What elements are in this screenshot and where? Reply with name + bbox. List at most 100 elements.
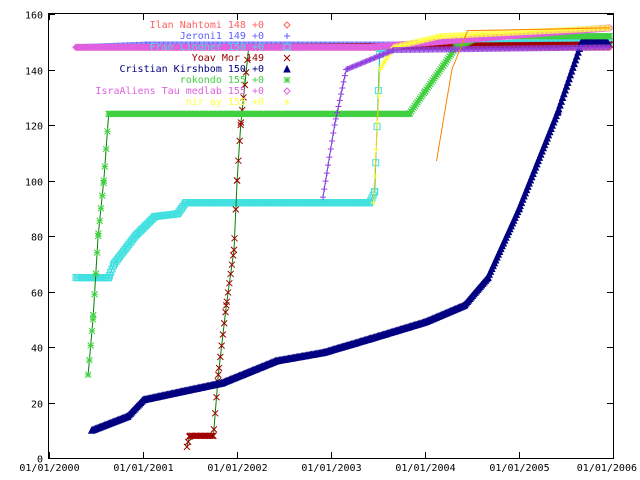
data-point-marker: [374, 119, 381, 126]
data-point-marker: [88, 327, 96, 335]
data-point-marker: [344, 65, 351, 72]
data-point: [89, 315, 97, 323]
series-line: [436, 27, 610, 162]
data-point-marker: [209, 432, 216, 440]
data-point-marker: [376, 52, 383, 59]
data-point-marker: [226, 279, 233, 287]
data-point-marker: [569, 63, 577, 71]
data-point-marker: [384, 49, 391, 56]
data-point-marker: [562, 82, 571, 90]
data-point-marker: [224, 289, 232, 296]
data-point-marker: [343, 66, 350, 73]
data-point-marker: [371, 54, 378, 61]
legend-marker: [283, 87, 291, 95]
data-point-marker: [231, 234, 238, 242]
data-point-marker: [356, 61, 363, 68]
data-point-marker: [362, 58, 369, 65]
data-point-marker: [338, 91, 345, 98]
data-point-marker: [565, 74, 573, 83]
data-point-marker: [92, 270, 100, 277]
data-point-marker: [554, 104, 563, 113]
y-tick-label: 100: [25, 178, 43, 189]
legend-label: rokondo 155 +0: [180, 75, 264, 86]
x-tick-label: 01/01/2000: [19, 463, 79, 474]
series-8: [320, 44, 613, 201]
data-point-marker: [374, 53, 381, 60]
data-point-marker: [379, 51, 386, 58]
legend-entry: Yoav Mor 149: [192, 53, 291, 64]
data-point: [230, 246, 238, 254]
data-point-marker: [100, 179, 107, 187]
data-point-marker: [570, 59, 578, 68]
data-point-marker: [363, 58, 370, 65]
data-point-marker: [557, 97, 566, 105]
data-point-marker: [217, 353, 224, 361]
data-point-marker: [102, 145, 110, 153]
data-point-marker: [235, 157, 242, 165]
x-tick-label: 01/01/2003: [301, 463, 361, 474]
data-point-marker: [331, 122, 338, 128]
y-tick-label: 120: [25, 122, 43, 133]
data-point-marker: [361, 59, 368, 66]
data-point-marker: [386, 48, 393, 55]
data-point-marker: [86, 356, 93, 364]
data-point-marker: [572, 51, 581, 60]
series-layer: [72, 24, 614, 451]
y-tick-label: 20: [31, 400, 43, 411]
data-point-marker: [353, 62, 360, 69]
data-point-marker: [383, 50, 390, 57]
data-point: [183, 443, 191, 451]
data-point-marker: [101, 163, 109, 170]
data-point-marker: [335, 103, 342, 110]
series-4: [87, 37, 612, 434]
data-point-marker: [211, 409, 219, 417]
data-point-marker: [560, 89, 568, 98]
legend-label: Cristian Kirshbom 150 +0: [120, 64, 265, 75]
data-point-marker: [244, 56, 251, 64]
data-point-marker: [184, 438, 192, 446]
data-point-marker: [326, 154, 333, 161]
x-tick-label: 01/01/2004: [395, 463, 455, 474]
data-point-marker: [237, 119, 245, 126]
x-tick-label: 01/01/2002: [207, 463, 267, 474]
data-point-marker: [556, 100, 564, 109]
data-point-marker: [215, 364, 223, 372]
legend-label: Yoav Mor 149: [192, 53, 264, 64]
data-point-marker: [380, 51, 387, 58]
data-point-marker: [381, 50, 388, 57]
data-point-marker: [365, 57, 372, 64]
legend-marker: [283, 54, 291, 62]
data-point-marker: [367, 56, 374, 63]
y-tick-label: 140: [25, 67, 43, 78]
data-point-marker: [334, 109, 341, 116]
data-point-marker: [228, 261, 236, 269]
legend-label: Ilan Nahtomi 148 +0: [150, 20, 264, 31]
data-point-marker: [223, 298, 231, 306]
data-point-marker: [372, 54, 379, 61]
legend-entry: nir ay 155 +0: [186, 97, 290, 108]
data-point: [370, 199, 377, 206]
data-point-marker: [336, 97, 343, 104]
legend-label: Jeroni1 149 +0: [180, 31, 264, 42]
legend-entry: rokondo 155 +0: [180, 75, 291, 86]
data-point-marker: [347, 64, 354, 71]
data-point-marker: [571, 55, 580, 64]
legend-entry: Cristian Kirshbom 150 +0: [120, 64, 291, 75]
legend-label: IsraAliens Tau medlab 155 +0: [95, 86, 264, 97]
y-tick-label: 40: [31, 344, 43, 355]
data-point: [320, 194, 327, 201]
data-point-marker: [352, 62, 359, 69]
y-tick-label: 0: [37, 455, 43, 466]
data-point-marker: [354, 61, 361, 68]
data-point: [214, 371, 222, 379]
series-line: [76, 41, 610, 279]
data-point-marker: [229, 252, 237, 259]
data-point-marker: [366, 56, 373, 63]
data-point-marker: [227, 270, 235, 278]
data-point-marker: [375, 93, 382, 100]
data-point-marker: [206, 432, 214, 440]
data-point-marker: [368, 55, 375, 62]
data-point-marker: [563, 78, 572, 86]
data-point-marker: [233, 177, 241, 184]
